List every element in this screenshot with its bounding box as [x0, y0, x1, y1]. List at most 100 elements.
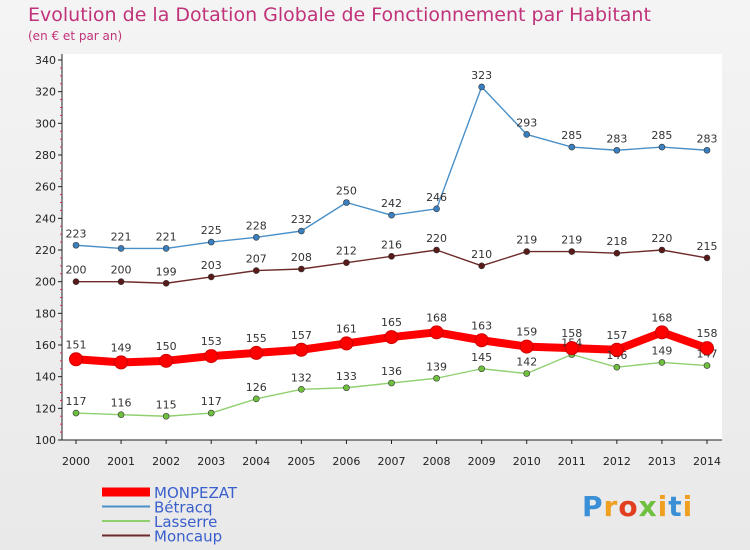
y-tick-label: 160 — [35, 339, 56, 352]
data-point — [298, 227, 305, 235]
data-label: 199 — [156, 265, 177, 278]
data-label: 219 — [561, 234, 582, 247]
data-label: 150 — [156, 340, 177, 353]
data-point — [207, 409, 215, 417]
x-tick-label: 2014 — [693, 455, 721, 468]
data-label: 203 — [201, 259, 222, 272]
data-label: 139 — [426, 360, 447, 373]
data-point — [252, 267, 260, 274]
x-tick-label: 2005 — [287, 455, 315, 468]
data-label: 155 — [246, 332, 267, 345]
data-point — [252, 395, 260, 403]
data-label: 208 — [291, 251, 312, 264]
data-label: 221 — [156, 230, 177, 243]
x-tick-label: 2000 — [62, 455, 90, 468]
data-point — [478, 262, 485, 270]
data-point — [384, 330, 399, 345]
x-tick-label: 2006 — [332, 455, 360, 468]
data-point — [703, 362, 711, 369]
data-label: 285 — [651, 129, 672, 142]
data-point — [613, 363, 621, 371]
data-label: 157 — [291, 329, 312, 342]
data-label: 149 — [651, 344, 672, 357]
x-tick-label: 2010 — [513, 455, 541, 468]
data-point — [298, 386, 305, 393]
data-label: 283 — [606, 132, 627, 145]
y-tick-label: 140 — [35, 371, 56, 384]
data-label: 163 — [471, 319, 492, 332]
data-label: 228 — [246, 219, 267, 232]
data-point — [117, 278, 125, 285]
data-label: 323 — [471, 69, 492, 82]
data-label: 165 — [381, 316, 402, 329]
x-tick-label: 2013 — [648, 455, 676, 468]
data-point — [207, 238, 215, 246]
data-point — [114, 355, 129, 370]
data-point — [72, 278, 80, 285]
data-point — [298, 265, 305, 273]
data-label: 220 — [426, 232, 447, 245]
y-tick-label: 240 — [35, 212, 56, 225]
data-point — [207, 273, 215, 281]
data-label: 115 — [156, 398, 177, 411]
data-label: 225 — [201, 224, 222, 237]
x-tick-label: 2009 — [468, 455, 496, 468]
proxiti-logo: Proxiti — [582, 490, 694, 523]
data-label: 142 — [516, 356, 537, 369]
data-label: 293 — [516, 116, 537, 129]
x-tick-label: 2012 — [603, 455, 631, 468]
data-label: 219 — [516, 234, 537, 247]
data-label: 116 — [111, 397, 132, 410]
data-label: 159 — [516, 326, 537, 339]
data-point — [564, 341, 579, 356]
data-point — [703, 146, 711, 154]
data-point — [523, 248, 531, 255]
data-point — [658, 246, 666, 254]
legend-label: MONPEZAT — [154, 484, 238, 502]
data-point — [72, 241, 80, 249]
data-label: 145 — [471, 351, 492, 364]
data-label: 200 — [66, 264, 87, 277]
data-label: 136 — [381, 365, 402, 378]
data-point — [613, 146, 621, 154]
data-point — [339, 336, 354, 351]
data-point — [429, 325, 444, 340]
legend-label: Bétracq — [154, 499, 213, 517]
data-point — [478, 83, 485, 91]
data-label: 161 — [336, 322, 357, 335]
legend-label: Lasserre — [154, 513, 217, 531]
data-point — [388, 211, 395, 219]
data-label: 117 — [201, 395, 222, 408]
data-label: 168 — [426, 311, 447, 324]
y-tick-label: 120 — [35, 402, 56, 415]
data-label: 133 — [336, 370, 357, 383]
data-label: 151 — [66, 338, 87, 351]
legend-label: Moncaup — [154, 528, 222, 546]
data-label: 157 — [606, 329, 627, 342]
y-tick-label: 260 — [35, 181, 56, 194]
data-label: 283 — [697, 132, 718, 145]
data-label: 210 — [471, 248, 492, 261]
data-point — [433, 246, 440, 254]
data-point — [433, 374, 440, 382]
data-point — [159, 353, 174, 368]
data-label: 215 — [697, 240, 718, 253]
data-label: 221 — [111, 230, 132, 243]
data-point — [654, 325, 669, 340]
y-tick-label: 340 — [35, 54, 56, 67]
data-point — [523, 131, 531, 138]
data-point — [568, 248, 576, 255]
data-label: 126 — [246, 381, 267, 394]
data-label: 242 — [381, 197, 402, 210]
x-tick-label: 2008 — [423, 455, 451, 468]
data-point — [519, 339, 534, 354]
data-label: 232 — [291, 213, 312, 226]
data-point — [162, 245, 170, 252]
data-label: 220 — [651, 232, 672, 245]
data-point — [388, 253, 395, 260]
data-label: 153 — [201, 335, 222, 348]
chart-title: Evolution de la Dotation Globale de Fonc… — [28, 4, 651, 26]
y-tick-label: 180 — [35, 307, 56, 320]
data-label: 117 — [66, 395, 87, 408]
